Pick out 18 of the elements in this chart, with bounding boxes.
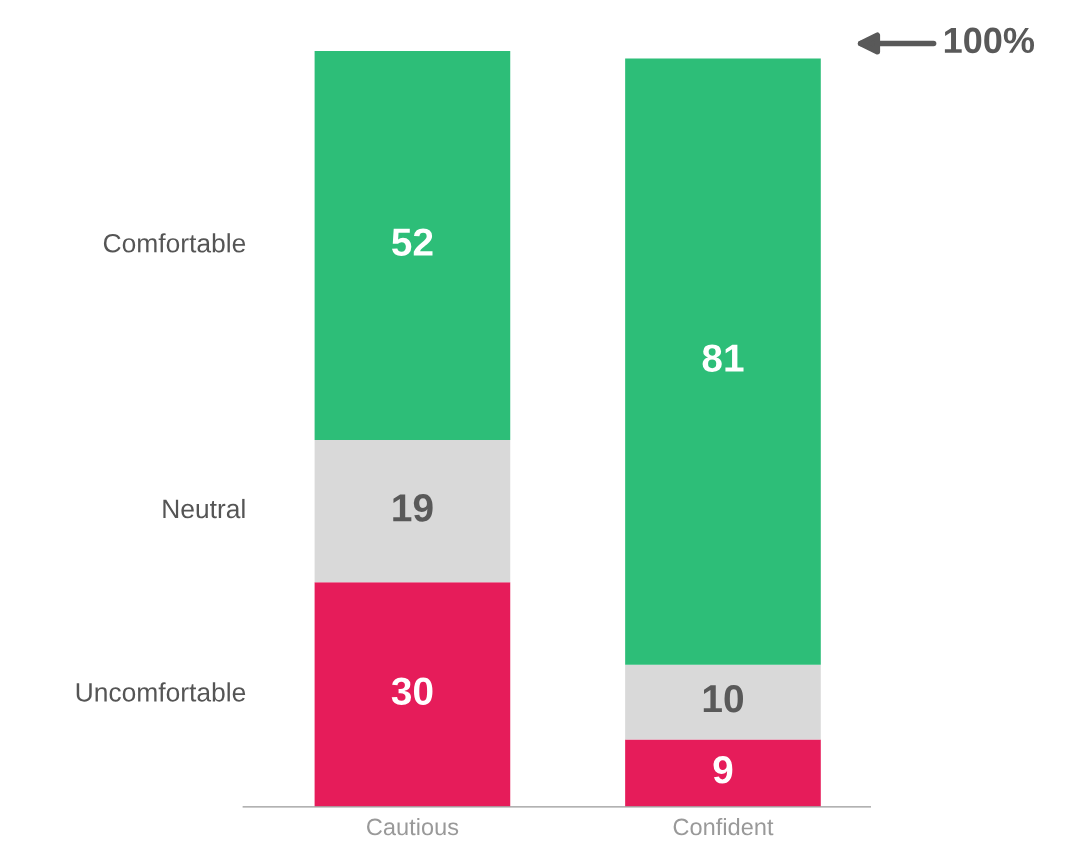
text: Comfortable — [103, 233, 246, 253]
bar — [314, 440, 511, 583]
data-label: 52 — [392, 228, 433, 256]
bar — [625, 58, 821, 665]
x-tick-label: Confident — [673, 817, 774, 836]
data-label: 19 — [393, 494, 433, 522]
bar — [625, 664, 821, 740]
bar — [625, 739, 821, 807]
text: 100% — [944, 27, 1035, 54]
data-label: 9 — [713, 756, 733, 784]
text: Uncomfortable — [76, 682, 246, 702]
text: Neutral — [163, 498, 245, 519]
data-label: 30 — [391, 677, 433, 706]
data-label: 81 — [702, 344, 744, 372]
bar — [314, 50, 511, 441]
x-tick-label: Cautious — [367, 817, 459, 836]
bar — [314, 582, 511, 807]
data-label: 10 — [703, 684, 744, 713]
